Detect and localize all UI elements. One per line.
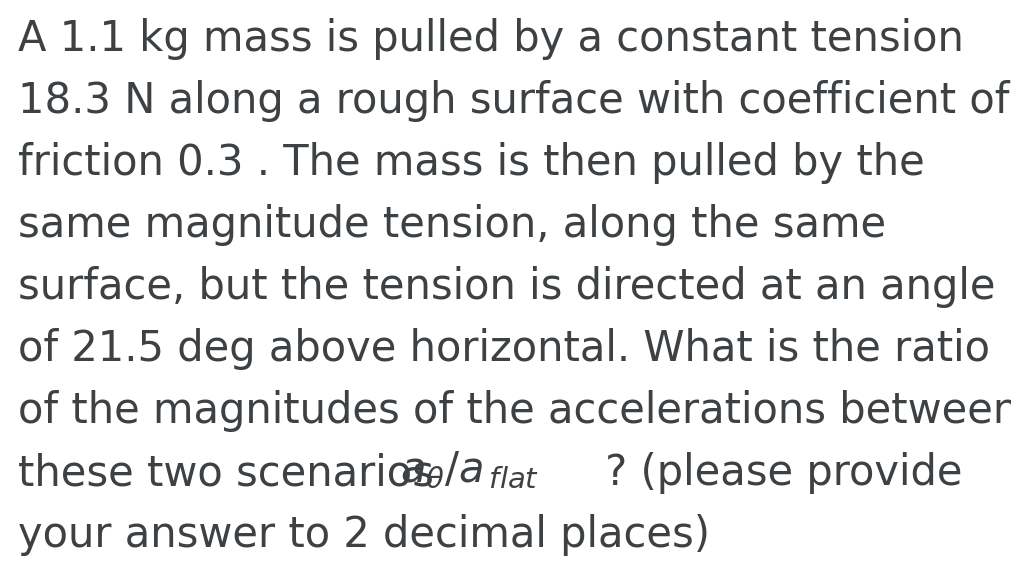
Text: A 1.1 kg mass is pulled by a constant tension: A 1.1 kg mass is pulled by a constant te…: [18, 18, 962, 60]
Text: 18.3 N along a rough surface with coefficient of: 18.3 N along a rough surface with coeffi…: [18, 80, 1009, 122]
Text: friction 0.3 . The mass is then pulled by the: friction 0.3 . The mass is then pulled b…: [18, 142, 924, 184]
Text: of the magnitudes of the accelerations between: of the magnitudes of the accelerations b…: [18, 390, 1011, 432]
Text: these two scenarios: these two scenarios: [18, 452, 447, 494]
Text: $a_{\theta}/a_{\,flat}$: $a_{\theta}/a_{\,flat}$: [399, 449, 538, 491]
Text: same magnitude tension, along the same: same magnitude tension, along the same: [18, 204, 886, 246]
Text: ? (please provide: ? (please provide: [591, 452, 961, 494]
Text: of 21.5 deg above horizontal. What is the ratio: of 21.5 deg above horizontal. What is th…: [18, 328, 989, 370]
Text: your answer to 2 decimal places): your answer to 2 decimal places): [18, 514, 710, 556]
Text: surface, but the tension is directed at an angle: surface, but the tension is directed at …: [18, 266, 995, 308]
